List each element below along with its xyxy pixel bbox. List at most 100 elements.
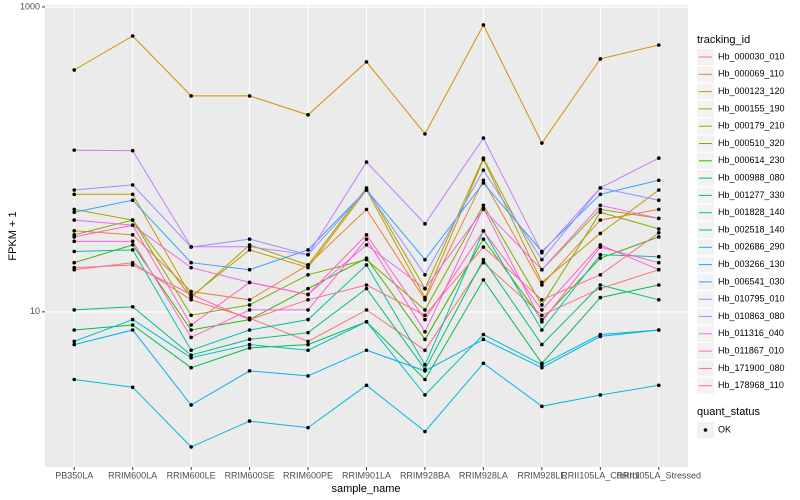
- x-tick-label: RRIM600PE: [283, 470, 333, 480]
- data-point: [656, 156, 661, 160]
- data-point: [423, 308, 427, 312]
- data-point: [130, 198, 135, 202]
- x-tick-label: RRIM928LA: [459, 470, 508, 480]
- data-point: [306, 248, 310, 252]
- legend-label: Hb_011867_010: [718, 345, 784, 355]
- data-point: [598, 256, 603, 260]
- data-point: [540, 267, 544, 272]
- legend-label: Hb_011316_040: [718, 328, 784, 338]
- data-point: [598, 203, 603, 208]
- data-point: [364, 263, 369, 267]
- x-tick-label: RRII105LA_Control: [561, 470, 639, 480]
- data-point: [189, 289, 193, 294]
- data-point: [656, 188, 661, 192]
- data-point: [189, 335, 193, 340]
- data-point: [481, 245, 486, 249]
- data-point: [364, 286, 369, 291]
- data-point: [481, 168, 486, 172]
- data-point: [247, 328, 252, 332]
- data-point: [72, 218, 77, 222]
- data-point: [481, 229, 486, 233]
- data-point: [130, 385, 135, 390]
- legend-point: [703, 428, 708, 432]
- legend-label: Hb_000069_110: [718, 69, 784, 79]
- data-point: [364, 348, 369, 353]
- data-point: [423, 222, 427, 226]
- data-point: [189, 245, 193, 249]
- data-point: [598, 210, 603, 215]
- data-point: [364, 237, 369, 241]
- data-point: [364, 60, 369, 64]
- data-point: [656, 231, 661, 235]
- data-point: [481, 178, 486, 183]
- data-point: [72, 265, 77, 270]
- data-point: [247, 303, 252, 307]
- data-point: [423, 257, 427, 262]
- data-point: [598, 334, 603, 339]
- data-point: [598, 57, 603, 61]
- data-point: [306, 342, 310, 347]
- data-point: [656, 207, 661, 212]
- y-tick-label: 1000: [20, 1, 40, 11]
- data-point: [364, 320, 369, 324]
- data-point: [423, 132, 427, 136]
- data-point: [306, 308, 310, 312]
- legend-label: Hb_000179_210: [718, 121, 785, 131]
- data-point: [189, 328, 193, 332]
- data-point: [540, 328, 544, 332]
- data-point: [540, 257, 544, 262]
- data-point: [130, 223, 135, 228]
- data-point: [598, 252, 603, 257]
- x-tick-label: RRIM928LE: [517, 470, 566, 480]
- data-point: [306, 348, 310, 353]
- data-point: [540, 313, 544, 318]
- data-point: [598, 295, 603, 300]
- data-point: [130, 239, 135, 244]
- data-point: [423, 393, 427, 397]
- data-point: [130, 34, 135, 38]
- data-point: [656, 216, 661, 221]
- y-axis-title: FPKM + 1: [7, 211, 19, 260]
- legend-label: Hb_006541_030: [718, 276, 785, 286]
- data-point: [481, 206, 486, 210]
- data-point: [189, 365, 193, 370]
- legend-label: Hb_001277_330: [718, 190, 785, 200]
- legend-label: Hb_000123_120: [718, 86, 785, 96]
- data-point: [72, 192, 77, 197]
- data-point: [423, 337, 427, 342]
- data-point: [72, 260, 77, 265]
- data-point: [130, 323, 135, 327]
- data-point: [130, 328, 135, 332]
- legend-label: Hb_002518_140: [718, 224, 785, 234]
- data-point: [364, 383, 369, 388]
- data-point: [598, 231, 603, 236]
- data-point: [656, 227, 661, 231]
- data-point: [306, 297, 310, 302]
- data-point: [189, 348, 193, 353]
- data-point: [247, 267, 252, 272]
- data-point: [72, 229, 77, 233]
- data-point: [189, 445, 193, 449]
- data-point: [540, 342, 544, 347]
- data-point: [306, 292, 310, 297]
- data-point: [598, 286, 603, 291]
- legend-label: Hb_010795_010: [718, 294, 785, 304]
- data-point: [306, 273, 310, 277]
- data-point: [598, 218, 603, 222]
- data-point: [598, 186, 603, 190]
- data-point: [656, 260, 661, 265]
- data-point: [72, 328, 77, 332]
- data-point: [306, 374, 310, 378]
- data-point: [364, 188, 369, 192]
- data-point: [656, 383, 661, 388]
- data-point: [423, 362, 427, 367]
- data-point: [540, 362, 544, 367]
- data-point: [306, 265, 310, 270]
- data-point: [189, 403, 193, 407]
- data-point: [364, 283, 369, 287]
- data-point: [656, 267, 661, 272]
- data-point: [364, 207, 369, 212]
- data-point: [481, 361, 486, 366]
- data-point: [189, 265, 193, 270]
- data-point: [423, 377, 427, 382]
